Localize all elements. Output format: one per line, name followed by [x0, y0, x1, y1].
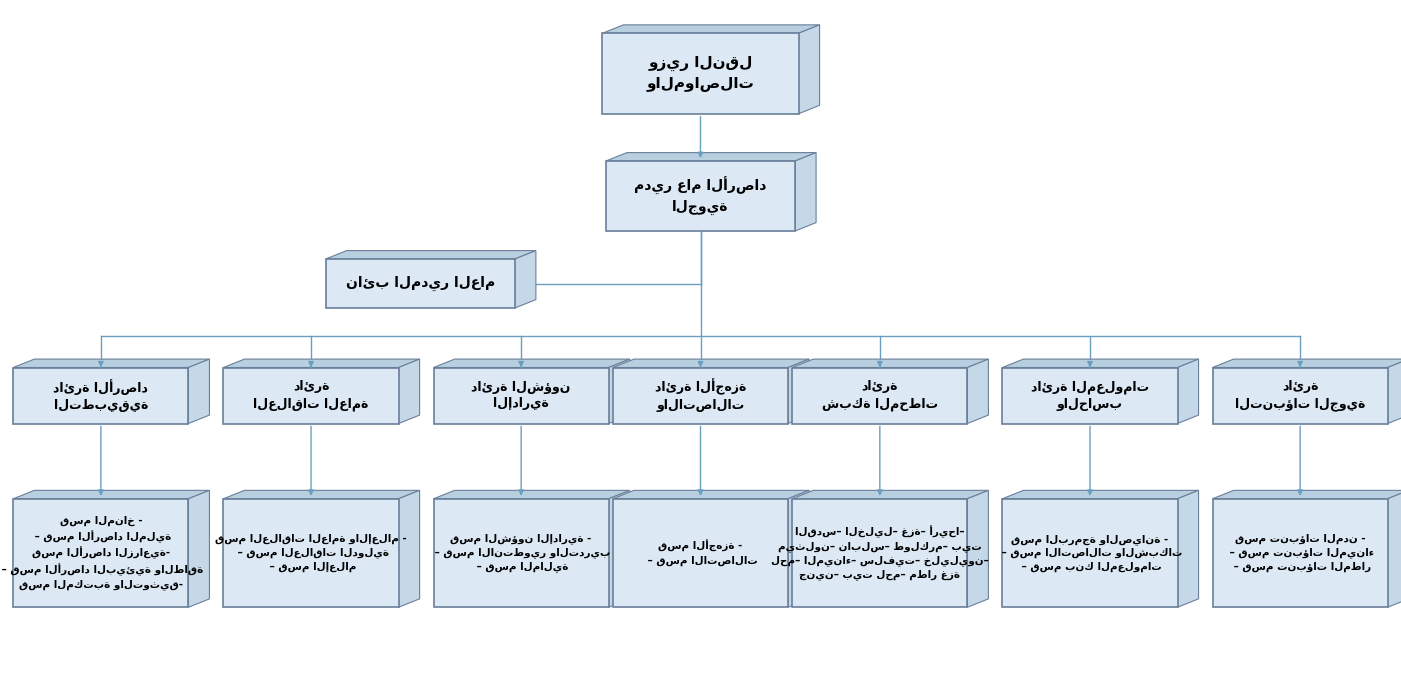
Polygon shape — [188, 490, 210, 607]
FancyBboxPatch shape — [325, 259, 516, 308]
Polygon shape — [614, 359, 810, 368]
Polygon shape — [787, 490, 810, 607]
Text: قسم الشؤون الإدارية -
 – قسم الانتطوير والتدريب
 – قسم المالية: قسم الشؤون الإدارية - – قسم الانتطوير وا… — [432, 533, 611, 573]
Polygon shape — [602, 25, 820, 33]
Polygon shape — [1388, 359, 1401, 424]
Polygon shape — [516, 251, 537, 308]
FancyBboxPatch shape — [1213, 368, 1388, 424]
Polygon shape — [325, 251, 537, 259]
FancyBboxPatch shape — [605, 161, 796, 231]
FancyBboxPatch shape — [793, 368, 967, 424]
Text: دائرة الشؤون
الإدارية: دائرة الشؤون الإدارية — [472, 381, 570, 410]
FancyBboxPatch shape — [614, 368, 787, 424]
Polygon shape — [608, 359, 630, 424]
Polygon shape — [434, 359, 630, 368]
Polygon shape — [224, 359, 420, 368]
Polygon shape — [13, 490, 210, 498]
Text: قسم تنبؤات المدن -
 – قسم تنبؤات الميناء
 – قسم تنبؤات المطار: قسم تنبؤات المدن - – قسم تنبؤات الميناء … — [1226, 534, 1374, 572]
Text: قسم العلاقات العامة والإعلام -
 – قسم العلاقات الدولية
 – قسم الإعلام: قسم العلاقات العامة والإعلام - – قسم الع… — [216, 534, 406, 572]
Text: نائب المدير العام: نائب المدير العام — [346, 276, 495, 291]
Polygon shape — [1213, 490, 1401, 498]
FancyBboxPatch shape — [1003, 498, 1177, 607]
FancyBboxPatch shape — [224, 498, 398, 607]
Polygon shape — [605, 153, 815, 161]
Text: مدير عام الأرصاد
الجوية: مدير عام الأرصاد الجوية — [635, 177, 766, 215]
FancyBboxPatch shape — [793, 498, 967, 607]
Text: دائرة
شبكة المحطات: دائرة شبكة المحطات — [822, 380, 937, 411]
FancyBboxPatch shape — [13, 498, 188, 607]
Polygon shape — [1003, 359, 1199, 368]
FancyBboxPatch shape — [13, 368, 188, 424]
Polygon shape — [967, 490, 989, 607]
Polygon shape — [1177, 490, 1199, 607]
Text: القدس– الخليل– غزة– أريحا–
ميثلون– نابلس– طولكرم– بيت
لحم– الميناء– سلفيت– خليلي: القدس– الخليل– غزة– أريحا– ميثلون– نابلس… — [771, 526, 989, 580]
Polygon shape — [188, 359, 210, 424]
Text: دائرة
التنبؤات الجوية: دائرة التنبؤات الجوية — [1234, 380, 1366, 411]
Polygon shape — [434, 490, 630, 498]
Polygon shape — [398, 490, 420, 607]
Polygon shape — [13, 359, 210, 368]
Polygon shape — [793, 359, 989, 368]
Polygon shape — [967, 359, 989, 424]
FancyBboxPatch shape — [1003, 368, 1177, 424]
Text: وزير النقل
والمواصلات: وزير النقل والمواصلات — [647, 55, 754, 92]
FancyBboxPatch shape — [434, 368, 608, 424]
Polygon shape — [787, 359, 810, 424]
Text: قسم البرمجة والصيانة -
 – قسم الاتصالات والشبكات
 – قسم بنك المعلومات: قسم البرمجة والصيانة - – قسم الاتصالات و… — [998, 534, 1182, 572]
Polygon shape — [608, 490, 630, 607]
Polygon shape — [793, 490, 989, 498]
Polygon shape — [799, 25, 820, 113]
FancyBboxPatch shape — [614, 498, 787, 607]
FancyBboxPatch shape — [602, 33, 799, 113]
Polygon shape — [1388, 490, 1401, 607]
FancyBboxPatch shape — [1213, 498, 1388, 607]
Polygon shape — [398, 359, 420, 424]
Polygon shape — [224, 490, 420, 498]
FancyBboxPatch shape — [224, 368, 398, 424]
Polygon shape — [796, 153, 815, 231]
FancyBboxPatch shape — [434, 498, 608, 607]
Polygon shape — [1177, 359, 1199, 424]
Polygon shape — [614, 490, 810, 498]
Text: دائرة المعلومات
والحاسب: دائرة المعلومات والحاسب — [1031, 380, 1149, 411]
Text: قسم الأجهزة -
 – قسم الاتصالات: قسم الأجهزة - – قسم الاتصالات — [643, 540, 758, 566]
Text: قسم المناخ -
 – قسم الأرصاد الملية
قسم الأرصاد الزراعية-
 – قسم الأرصاد البيئية : قسم المناخ - – قسم الأرصاد الملية قسم ال… — [0, 516, 203, 590]
Text: دائرة الأجهزة
والاتصالات: دائرة الأجهزة والاتصالات — [654, 379, 747, 412]
Polygon shape — [1213, 359, 1401, 368]
Text: دائرة
العلاقات العامة: دائرة العلاقات العامة — [254, 380, 368, 411]
Text: دائرة الأرصاد
التطبيقية: دائرة الأرصاد التطبيقية — [53, 379, 149, 412]
Polygon shape — [1003, 490, 1199, 498]
